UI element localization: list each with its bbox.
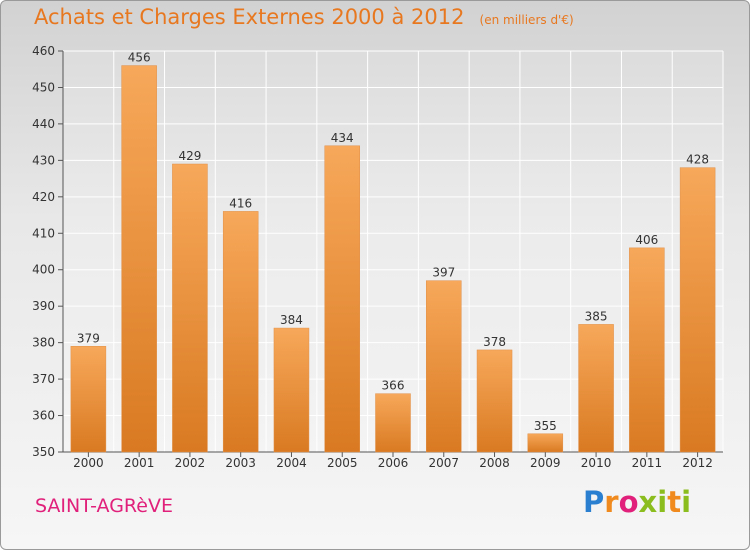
data-label-2009: 355 [534, 419, 557, 433]
bar-2012 [679, 167, 716, 453]
data-labels: 379 456 429 416 384 434 366 397 378 355 385 406 428 [77, 51, 709, 433]
bar-2004 [273, 327, 310, 453]
y-tick-label: 380 [32, 336, 55, 350]
x-tick-label-2000: 2000 [73, 456, 104, 470]
x-tick-label-2003: 2003 [225, 456, 256, 470]
data-label-2001: 456 [128, 51, 151, 65]
bar-2009 [527, 433, 564, 453]
commune-name: SAINT-AGRèVE [35, 495, 173, 517]
chart-title-block: Achats et Charges Externes 2000 à 2012 (… [34, 5, 574, 29]
data-label-2006: 366 [382, 379, 405, 393]
y-tick-label: 350 [32, 445, 55, 459]
chart-title: Achats et Charges Externes 2000 à 2012 [34, 5, 465, 29]
x-tick-label-2010: 2010 [581, 456, 612, 470]
data-label-2004: 384 [280, 313, 303, 327]
y-tick-label: 450 [32, 80, 55, 94]
data-label-2005: 434 [331, 131, 354, 145]
chart-unit: (en milliers d'€) [479, 13, 574, 27]
x-tick-label-2004: 2004 [276, 456, 307, 470]
y-tick-label: 440 [32, 117, 55, 131]
bar-2011 [629, 247, 665, 453]
y-tick-label: 390 [32, 299, 55, 313]
data-label-2008: 378 [483, 335, 506, 349]
data-label-2010: 385 [585, 309, 608, 323]
x-tick-label-2008: 2008 [479, 456, 510, 470]
bar-2005 [324, 145, 360, 453]
proxiti-logo: Proxiti [583, 485, 692, 519]
x-tick-label-2001: 2001 [124, 456, 155, 470]
data-label-2003: 416 [229, 196, 252, 210]
bar-2010 [578, 324, 614, 453]
data-label-2012: 428 [686, 153, 709, 167]
x-tick-label-2002: 2002 [175, 456, 206, 470]
x-tick-label-2012: 2012 [682, 456, 713, 470]
x-tick-label-2011: 2011 [632, 456, 663, 470]
bar-2000 [70, 346, 107, 453]
data-label-2011: 406 [635, 233, 658, 247]
y-tick-label: 360 [32, 409, 55, 423]
bars [70, 65, 716, 453]
y-tick-label: 410 [32, 226, 55, 240]
y-tick-label: 430 [32, 153, 55, 167]
y-tick-label: 460 [32, 44, 55, 58]
x-tick-label-2005: 2005 [327, 456, 358, 470]
data-label-2002: 429 [178, 149, 201, 163]
data-label-2007: 397 [432, 266, 455, 280]
x-tick-label-2007: 2007 [428, 456, 459, 470]
tick-labels: 350 360 370 380 390 400 410 420 430 440 450 460 2000… [32, 44, 713, 470]
bar-2001 [121, 65, 157, 453]
bar-2002 [172, 163, 208, 453]
x-tick-label-2009: 2009 [530, 456, 561, 470]
y-tick-label: 420 [32, 190, 55, 204]
x-tick-label-2006: 2006 [378, 456, 409, 470]
bar-2007 [426, 280, 462, 453]
y-tick-label: 400 [32, 263, 55, 277]
bar-2008 [476, 349, 513, 453]
data-label-2000: 379 [77, 331, 100, 345]
y-tick-label: 370 [32, 372, 55, 386]
bar-2003 [222, 211, 259, 453]
bar-2006 [375, 393, 411, 453]
